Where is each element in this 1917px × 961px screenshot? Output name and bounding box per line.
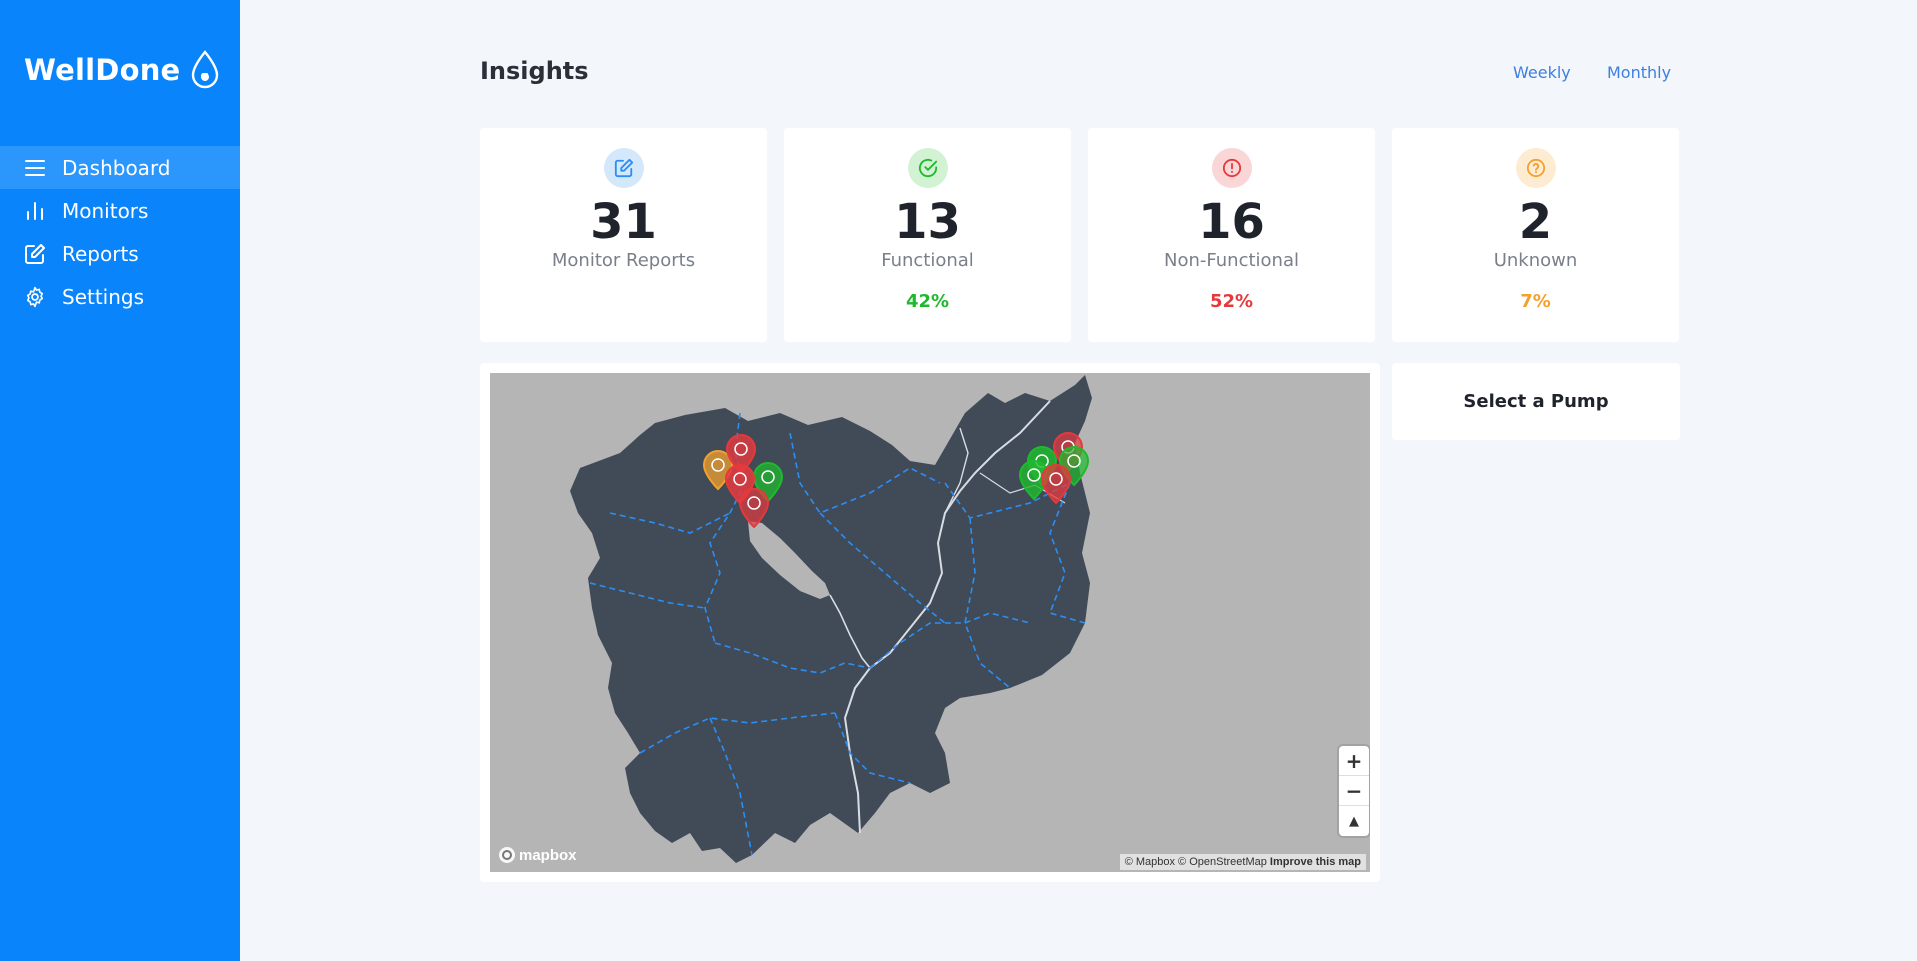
stat-percentage: 7%: [1520, 291, 1551, 312]
map-pin-non-functional: [1040, 463, 1072, 505]
sidebar-item-dashboard[interactable]: Dashboard: [0, 146, 240, 189]
gear-icon: [24, 286, 46, 308]
map-card: + − ▲ mapbox © Mapbox © OpenStreetMap Im…: [480, 363, 1380, 882]
stat-card-non-functional: 16 Non-Functional 52%: [1088, 128, 1375, 342]
brand-logo[interactable]: WellDone: [24, 50, 220, 90]
zoom-control: + − ▲: [1339, 746, 1369, 836]
lake: [748, 521, 830, 599]
stat-label: Functional: [881, 250, 974, 271]
brand-name: WellDone: [24, 53, 181, 87]
check-circle-icon: [907, 148, 948, 188]
stat-label: Unknown: [1493, 250, 1578, 271]
sidebar-nav: Dashboard Monitors Reports Settings: [0, 146, 240, 318]
zoom-out-button[interactable]: −: [1339, 776, 1369, 806]
pump-markers: [702, 431, 1090, 529]
water-drop-icon: [192, 50, 219, 89]
alert-circle-icon: [1211, 148, 1252, 188]
stat-value: 31: [590, 194, 657, 250]
sidebar-item-label: Settings: [62, 284, 145, 309]
river: [843, 400, 1051, 834]
country-map: [570, 375, 1092, 863]
sidebar: WellDone Dashboard Monitors Reports: [0, 0, 240, 961]
stat-percentage: 52%: [1209, 291, 1254, 312]
mapbox-icon: [499, 847, 515, 863]
sidebar-item-label: Monitors: [62, 198, 149, 223]
sidebar-item-label: Reports: [62, 241, 139, 266]
river: [944, 427, 969, 514]
stat-percentage: 42%: [905, 291, 950, 312]
stat-value: 2: [1518, 194, 1553, 250]
pump-panel-title: Select a Pump: [1463, 391, 1609, 412]
compass-button[interactable]: ▲: [1349, 813, 1359, 829]
help-circle-icon: [1515, 148, 1556, 188]
country-landmass: [570, 375, 1092, 863]
stat-card-unknown: 2 Unknown 7%: [1392, 128, 1679, 342]
stat-card-functional: 13 Functional 42%: [784, 128, 1071, 342]
map-attribution: © Mapbox © OpenStreetMap Improve this ma…: [1119, 854, 1366, 870]
province-borders: [589, 412, 1086, 856]
stat-value: 16: [1198, 194, 1265, 250]
pump-map[interactable]: + − ▲ mapbox © Mapbox © OpenStreetMap Im…: [490, 373, 1370, 872]
sidebar-item-label: Dashboard: [62, 155, 171, 180]
monthly-button[interactable]: Monthly: [1607, 63, 1672, 82]
zoom-in-button[interactable]: +: [1339, 746, 1369, 776]
mapbox-logo-text: mapbox: [519, 846, 577, 864]
weekly-button[interactable]: Weekly: [1513, 63, 1571, 82]
attribution-text[interactable]: © Mapbox © OpenStreetMap: [1124, 856, 1267, 868]
pump-panel: Select a Pump: [1392, 363, 1680, 440]
mapbox-logo[interactable]: mapbox: [498, 846, 577, 864]
stat-label: Non-Functional: [1164, 250, 1299, 271]
bar-chart-icon: [24, 200, 46, 222]
river: [829, 594, 871, 669]
edit-icon: [24, 243, 46, 265]
menu-icon: [24, 157, 46, 179]
improve-map-link[interactable]: Improve this map: [1269, 856, 1361, 868]
sidebar-item-reports[interactable]: Reports: [0, 232, 240, 275]
stat-label: Monitor Reports: [551, 250, 696, 271]
page-title: Insights: [480, 57, 589, 85]
stat-value: 13: [894, 194, 961, 250]
sidebar-item-settings[interactable]: Settings: [0, 275, 240, 318]
edit-icon: [603, 148, 644, 188]
stat-card-monitor-reports: 31 Monitor Reports: [480, 128, 767, 342]
map-pin-non-functional: [738, 487, 770, 529]
sidebar-item-monitors[interactable]: Monitors: [0, 189, 240, 232]
